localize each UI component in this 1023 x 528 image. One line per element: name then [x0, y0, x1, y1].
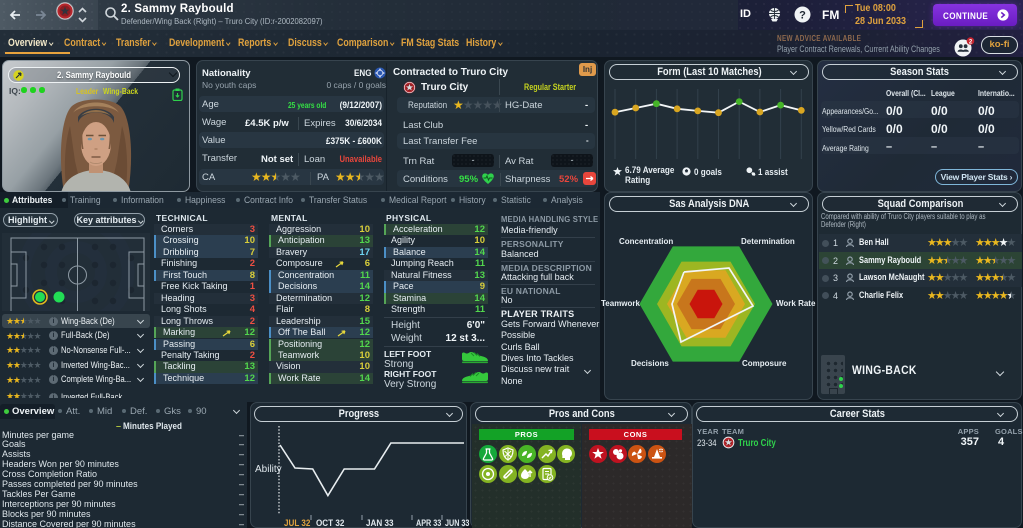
svg-text:2: 2 — [969, 40, 973, 46]
svg-text:?: ? — [799, 10, 806, 22]
